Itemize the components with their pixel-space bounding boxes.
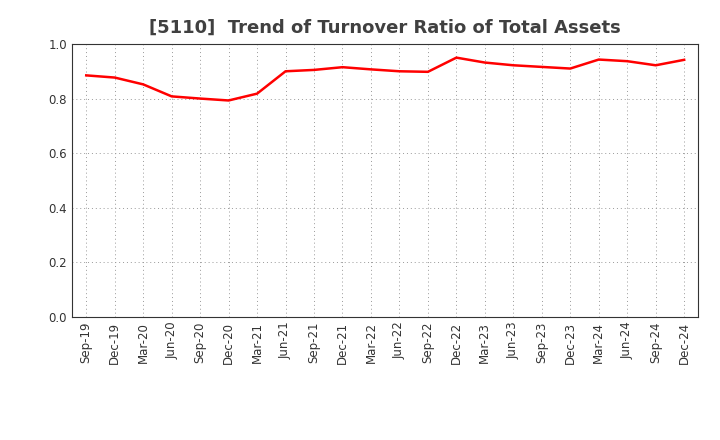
Title: [5110]  Trend of Turnover Ratio of Total Assets: [5110] Trend of Turnover Ratio of Total … <box>149 19 621 37</box>
